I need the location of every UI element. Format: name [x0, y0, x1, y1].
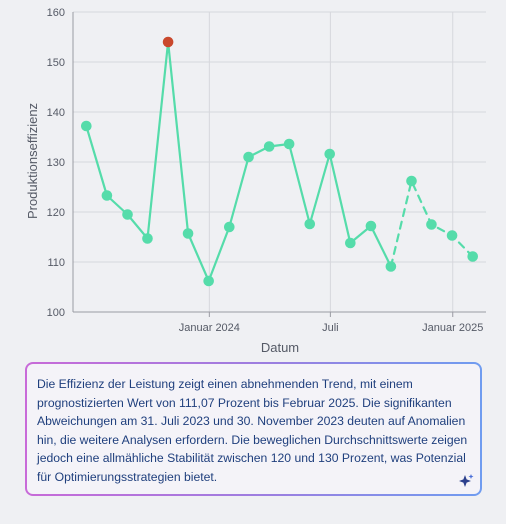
- actual-series-line: [85, 40, 392, 283]
- x-tick-label: Januar 2025: [422, 322, 483, 334]
- axis-layer: [72, 12, 486, 317]
- data-point[interactable]: [345, 237, 356, 249]
- grid-layer: [73, 11, 486, 313]
- forecast-point[interactable]: [426, 219, 437, 230]
- line-chart: 100 110 120 130 140 150 160 Januar 2024 Juli Janu…: [25, 7, 486, 355]
- forecast-point[interactable]: [406, 175, 417, 187]
- y-tick-label: 110: [47, 257, 65, 269]
- forecast-point[interactable]: [446, 230, 458, 241]
- x-tick-label: Januar 2024: [179, 322, 240, 334]
- points-layer: [81, 36, 478, 287]
- y-tick-label: 150: [47, 57, 65, 69]
- y-tick-label: 100: [47, 307, 65, 319]
- data-point[interactable]: [263, 141, 275, 152]
- data-point[interactable]: [243, 151, 254, 163]
- insight-summary-box: Die Effizienz der Leistung zeigt einen a…: [25, 362, 482, 496]
- y-tick-label: 160: [47, 7, 65, 19]
- data-point[interactable]: [81, 120, 92, 132]
- y-tick-label: 130: [47, 157, 65, 169]
- data-point[interactable]: [365, 220, 377, 232]
- data-point[interactable]: [142, 233, 153, 244]
- insight-summary-text: Die Effizienz der Leistung zeigt einen a…: [37, 377, 468, 484]
- data-point[interactable]: [324, 148, 336, 160]
- labels-layer: 100 110 120 130 140 150 160 Januar 2024 Juli Janu…: [47, 7, 484, 334]
- data-point[interactable]: [182, 228, 194, 239]
- data-point[interactable]: [203, 275, 214, 287]
- data-point[interactable]: [223, 221, 235, 233]
- data-point[interactable]: [283, 138, 295, 150]
- data-point[interactable]: [304, 218, 316, 230]
- sparkle-icon[interactable]: [458, 473, 474, 489]
- insight-summary-panel: Die Effizienz der Leistung zeigt einen a…: [27, 364, 480, 494]
- anomaly-point[interactable]: [162, 36, 174, 48]
- forecast-point[interactable]: [467, 251, 478, 262]
- y-tick-label: 120: [47, 207, 65, 219]
- data-point[interactable]: [385, 261, 397, 272]
- data-point[interactable]: [122, 209, 133, 220]
- y-tick-label: 140: [47, 107, 65, 119]
- x-tick-label: Juli: [322, 322, 339, 334]
- data-point[interactable]: [101, 190, 113, 201]
- chart-svg: 100 110 120 130 140 150 160 Januar 2024 Juli Janu…: [25, 7, 486, 355]
- y-axis-title: Produktionseffizienz: [25, 103, 40, 219]
- x-axis-title: Datum: [261, 340, 299, 355]
